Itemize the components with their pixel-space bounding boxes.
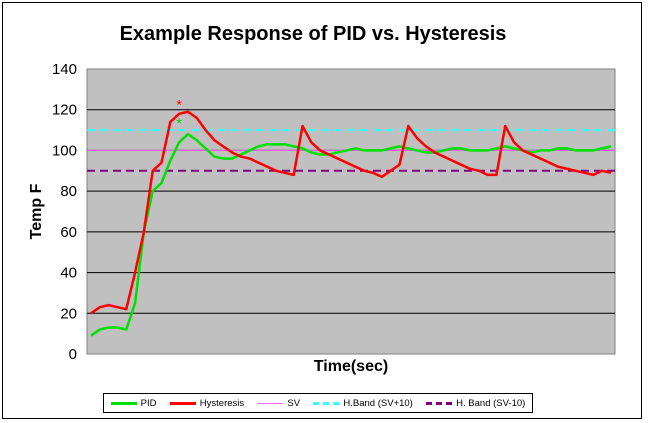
x-axis-label: Time(sec) — [314, 358, 388, 375]
y-tick-label: 60 — [60, 224, 77, 241]
legend-label: H. Band (SV-10) — [456, 397, 526, 409]
legend-swatch — [257, 402, 284, 404]
y-tick-label: 120 — [52, 102, 77, 119]
y-tick-label: 100 — [52, 142, 77, 159]
legend-label: PID — [140, 397, 157, 409]
legend-item: Hysteresis — [169, 397, 245, 409]
markers-layer: ** — [176, 97, 182, 131]
y-tick-labels: 0 20 40 60 80 100 120 140 — [52, 61, 77, 363]
legend-swatch — [426, 401, 453, 405]
peak-marker: * — [176, 115, 182, 131]
y-tick-label: 140 — [52, 61, 77, 78]
peak-marker: * — [176, 97, 182, 113]
legend-swatch — [313, 401, 340, 405]
chart-title: Example Response of PID vs. Hysteresis — [119, 23, 507, 45]
plot-area — [86, 68, 616, 355]
y-tick-label: 0 — [69, 346, 77, 363]
legend-item: PID — [110, 397, 157, 409]
legend-item: H. Band (SV-10) — [426, 398, 525, 409]
series-hysteresis — [90, 110, 612, 315]
legend-label: Hysteresis — [199, 397, 245, 409]
series-layer — [87, 110, 615, 337]
legend-swatch — [110, 401, 137, 405]
y-tick-label: 40 — [60, 265, 77, 282]
chart-frame: Example Response of PID vs. Hysteresis 0… — [2, 2, 642, 419]
legend-item: SV — [257, 398, 300, 409]
legend-label: H.Band (SV+10) — [343, 397, 413, 409]
y-tick-label: 80 — [60, 183, 77, 200]
y-axis-label: Temp F — [28, 183, 45, 239]
legend-label: SV — [287, 397, 301, 409]
legend-item: H.Band (SV+10) — [313, 397, 413, 409]
legend-swatch — [169, 401, 196, 405]
legend: PID Hysteresis SV H.Band (SV+10) H. Band (SV… — [103, 393, 533, 413]
y-tick-label: 20 — [60, 305, 77, 322]
